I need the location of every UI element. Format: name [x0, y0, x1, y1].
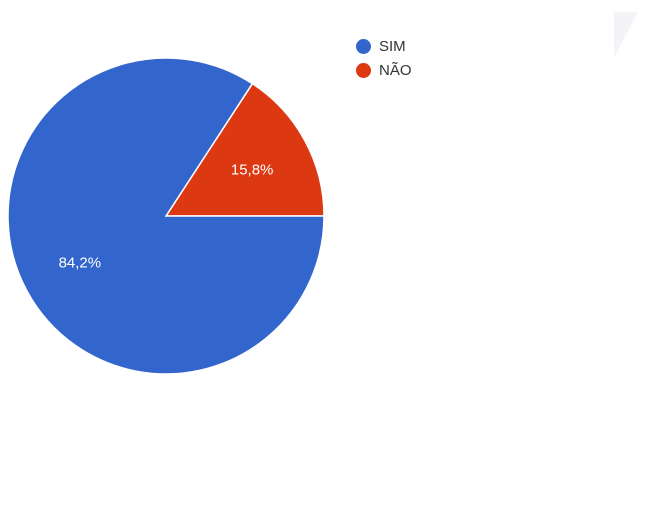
pie-slice-sim[interactable]	[7, 57, 325, 375]
chart-legend: SIM NÃO	[356, 34, 412, 82]
slice-label-nao: 15,8%	[231, 161, 274, 178]
legend-item-nao[interactable]: NÃO	[356, 58, 412, 82]
legend-swatch-sim	[356, 38, 371, 54]
legend-swatch-nao	[356, 62, 371, 78]
legend-label-sim: SIM	[379, 37, 406, 55]
legend-label-nao: NÃO	[379, 61, 412, 79]
slice-label-sim: 84,2%	[59, 255, 102, 272]
legend-item-sim[interactable]: SIM	[356, 34, 412, 58]
pie-slice-nao[interactable]	[164, 82, 325, 217]
